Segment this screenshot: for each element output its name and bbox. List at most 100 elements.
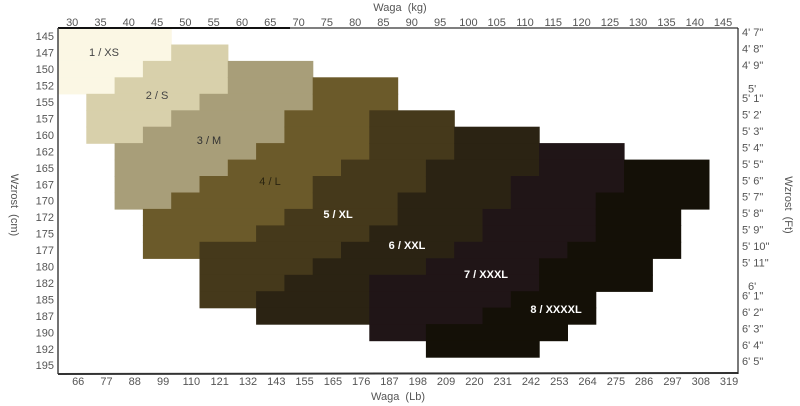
x-tick-kg: 120 <box>572 17 590 29</box>
size-cell <box>482 225 597 243</box>
size-label: 4 / L <box>259 176 280 188</box>
size-region-1 <box>58 28 172 95</box>
x-top-axis-title: Waga (kg) <box>373 2 426 14</box>
x-tick-kg: 60 <box>236 17 248 29</box>
size-cell <box>454 241 568 259</box>
x-tick-kg: 110 <box>516 17 534 29</box>
y-tick-ft: 5' 8" <box>742 208 763 220</box>
x-tick-lb: 110 <box>183 376 201 388</box>
size-cell <box>369 274 540 292</box>
size-cell <box>369 307 484 325</box>
x-tick-kg: 105 <box>488 17 506 29</box>
y-right-axis-title: Wzrost (Ft) <box>782 176 794 233</box>
x-tick-lb: 66 <box>72 376 84 388</box>
size-cell <box>114 143 257 161</box>
size-cell <box>199 274 285 292</box>
size-region-3 <box>114 60 314 210</box>
y-tick-ft: 4' 8" <box>742 44 763 56</box>
size-cell <box>58 44 172 62</box>
size-cell <box>256 307 370 325</box>
size-cell <box>510 291 597 309</box>
x-bottom-axis-title: Waga (Lb) <box>371 391 425 403</box>
y-tick-cm: 155 <box>36 97 54 109</box>
y-tick-cm: 185 <box>36 294 54 306</box>
size-cell <box>284 110 370 128</box>
x-tick-lb: 220 <box>465 376 483 388</box>
x-tick-lb: 264 <box>578 376 596 388</box>
y-tick-ft: 5' 4" <box>742 142 763 154</box>
size-cell <box>341 159 427 177</box>
size-cell <box>142 241 201 259</box>
size-cell <box>58 60 144 78</box>
x-tick-kg: 145 <box>714 17 732 29</box>
size-cell <box>312 258 427 276</box>
y-tick-ft: 5' <box>748 84 756 96</box>
size-region-4 <box>142 77 399 259</box>
size-cell <box>539 143 625 161</box>
size-cell <box>256 291 370 309</box>
size-cell <box>539 258 653 276</box>
size-cell <box>369 324 427 342</box>
size-label: 3 / M <box>197 135 221 147</box>
x-tick-kg: 30 <box>66 17 78 29</box>
size-cell <box>284 208 399 226</box>
size-cell <box>425 176 512 194</box>
size-cell <box>256 143 370 161</box>
x-tick-kg: 70 <box>292 17 304 29</box>
y-right-ticks: 4' 7" 4' 8" 4' 9" 5'5' 1" 5' 2' 5' 3" 5' 4" 5' … <box>742 27 770 368</box>
y-tick-ft: 5' 11" <box>742 258 769 270</box>
x-tick-lb: 143 <box>267 376 285 388</box>
size-cell <box>256 225 370 243</box>
y-tick-cm: 160 <box>36 130 54 142</box>
x-tick-lb: 77 <box>100 376 112 388</box>
x-tick-lb: 198 <box>409 376 427 388</box>
x-tick-lb: 242 <box>522 376 540 388</box>
size-label: 7 / XXXL <box>464 269 508 281</box>
size-cell <box>199 258 314 276</box>
x-tick-kg: 100 <box>459 17 477 29</box>
x-tick-kg: 130 <box>629 17 647 29</box>
size-cell <box>114 176 201 194</box>
x-tick-lb: 99 <box>157 376 169 388</box>
y-tick-ft: 5' 1" <box>742 93 763 105</box>
x-tick-lb: 121 <box>211 376 229 388</box>
size-cell <box>58 28 172 46</box>
x-tick-kg: 45 <box>151 17 163 29</box>
x-tick-lb: 88 <box>129 376 141 388</box>
y-tick-cm: 150 <box>36 64 54 76</box>
x-tick-kg: 50 <box>179 17 191 29</box>
size-cell <box>142 60 229 78</box>
size-cell <box>482 208 597 226</box>
size-cell <box>369 110 455 128</box>
size-region-2 <box>86 44 229 144</box>
size-cell <box>369 126 455 144</box>
x-tick-kg: 135 <box>657 17 675 29</box>
size-cell <box>369 143 455 161</box>
y-tick-ft: 4' 7" <box>742 27 763 39</box>
size-region-7 <box>369 143 625 342</box>
y-tick-cm: 195 <box>36 360 54 372</box>
y-tick-ft: 5' 5" <box>742 159 763 171</box>
size-cell <box>171 192 314 210</box>
y-tick-ft: 6' <box>748 281 756 293</box>
size-cell <box>595 208 682 226</box>
x-tick-kg: 40 <box>123 17 135 29</box>
bottom-axis-line <box>57 372 739 375</box>
x-tick-kg: 140 <box>686 17 704 29</box>
size-cell <box>284 274 370 292</box>
x-tick-kg: 75 <box>321 17 333 29</box>
x-tick-kg: 125 <box>601 17 619 29</box>
size-cell <box>539 159 625 177</box>
size-cell <box>369 291 512 309</box>
size-cell <box>142 126 285 144</box>
x-tick-lb: 275 <box>607 376 625 388</box>
x-tick-lb: 319 <box>720 376 738 388</box>
size-cell <box>397 208 484 226</box>
size-cell <box>114 159 229 177</box>
size-cell <box>454 126 540 144</box>
x-tick-lb: 308 <box>692 376 710 388</box>
y-tick-ft: 4' 9" <box>742 60 763 72</box>
x-tick-kg: 65 <box>264 17 276 29</box>
size-cell <box>425 324 568 342</box>
